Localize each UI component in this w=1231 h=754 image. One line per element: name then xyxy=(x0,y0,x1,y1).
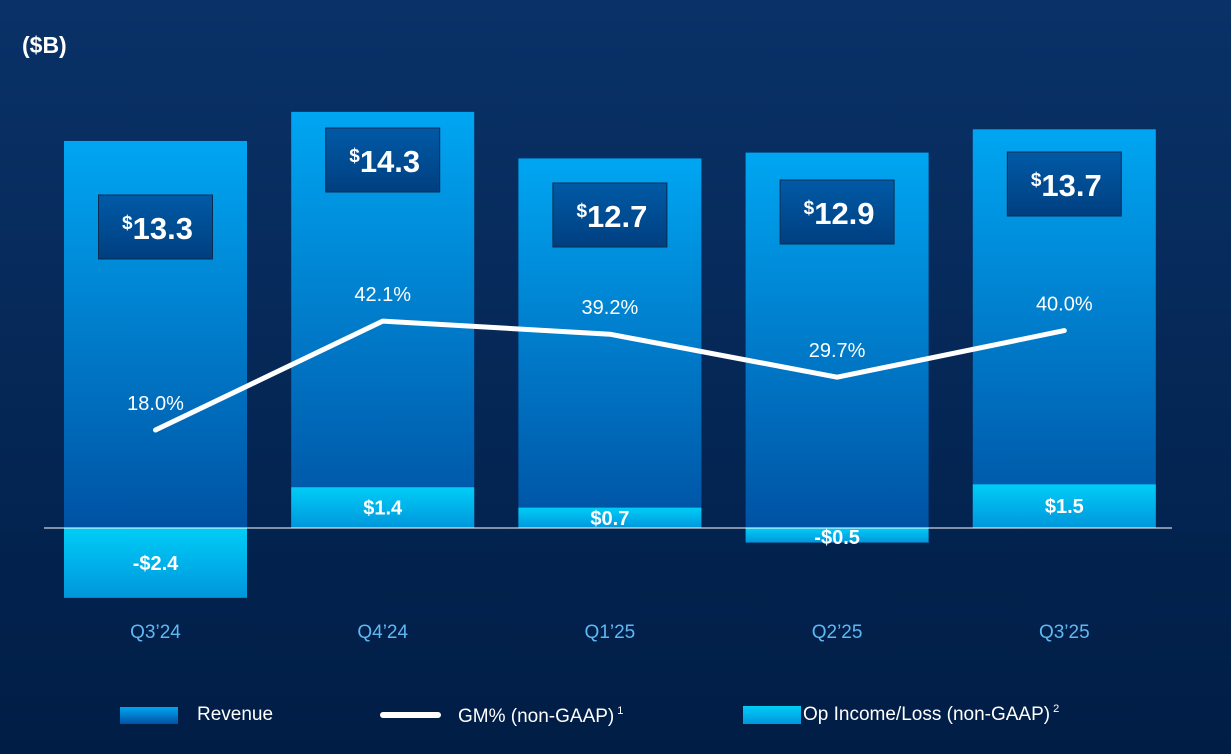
revenue-label-value: 13.3 xyxy=(133,211,193,246)
x-tick-label: Q3’25 xyxy=(1039,622,1090,643)
revenue-label-box xyxy=(98,194,213,260)
footnote-1: 1 xyxy=(617,705,623,717)
gm-data-label: 40.0% xyxy=(1036,294,1093,316)
gm-data-label: 42.1% xyxy=(354,284,411,306)
legend-label-revenue: Revenue xyxy=(197,704,273,725)
footnote-2: 2 xyxy=(1053,703,1059,715)
revenue-label-prefix: $ xyxy=(349,146,360,167)
op-income-data-label: -$0.5 xyxy=(814,527,860,549)
revenue-label-box xyxy=(325,127,441,193)
op-income-data-label: -$2.4 xyxy=(133,553,179,575)
gm-data-label: 18.0% xyxy=(127,393,184,415)
revenue-label-prefix: $ xyxy=(804,198,815,219)
op-income-bar xyxy=(972,484,1156,528)
revenue-label-prefix: $ xyxy=(1031,170,1042,191)
x-tick-label: Q2’25 xyxy=(812,622,863,643)
op-income-bar xyxy=(518,507,702,528)
revenue-label-box xyxy=(552,182,668,248)
revenue-label-prefix: $ xyxy=(122,213,133,234)
legend: Revenue GM% (non-GAAP) 1 Op Income/Loss (… xyxy=(120,703,1059,727)
op-income-bar xyxy=(64,528,247,598)
x-tick-label: Q3’24 xyxy=(130,622,181,643)
op-income-bar xyxy=(745,528,929,543)
revenue-label-value: 12.7 xyxy=(587,199,647,234)
unit-label: ($B) xyxy=(22,32,67,58)
revenue-label-box xyxy=(779,179,895,245)
op-income-data-label: $1.5 xyxy=(1045,496,1084,518)
x-tick-label: Q1’25 xyxy=(585,622,636,643)
op-income-data-label: $0.7 xyxy=(590,508,629,530)
legend-label-gm-text: GM% (non-GAAP) xyxy=(458,706,614,727)
legend-label-op: Op Income/Loss (non-GAAP) 2 xyxy=(803,703,1059,725)
revenue-data-label: $13.3 xyxy=(122,211,193,246)
op-income-data-label: $1.4 xyxy=(363,498,403,520)
gm-data-label: 39.2% xyxy=(582,297,639,319)
revenue-data-label: $14.3 xyxy=(349,144,420,179)
revenue-label-value: 12.9 xyxy=(814,196,874,231)
revenue-label-value: 13.7 xyxy=(1041,168,1101,203)
legend-swatch-op xyxy=(743,706,801,724)
legend-label-op-text: Op Income/Loss (non-GAAP) xyxy=(803,704,1050,725)
revenue-data-label: $13.7 xyxy=(1031,168,1102,203)
legend-swatch-revenue xyxy=(120,707,178,724)
x-tick-label: Q4’24 xyxy=(357,622,408,643)
revenue-label-prefix: $ xyxy=(576,201,587,222)
gm-data-label: 29.7% xyxy=(809,340,866,362)
revenue-label-value: 14.3 xyxy=(360,144,420,179)
revenue-data-label: $12.9 xyxy=(804,196,875,231)
op-income-bar xyxy=(291,487,475,528)
legend-label-gm: GM% (non-GAAP) 1 xyxy=(458,705,623,727)
revenue-data-label: $12.7 xyxy=(576,199,647,234)
revenue-label-box xyxy=(1006,151,1122,217)
